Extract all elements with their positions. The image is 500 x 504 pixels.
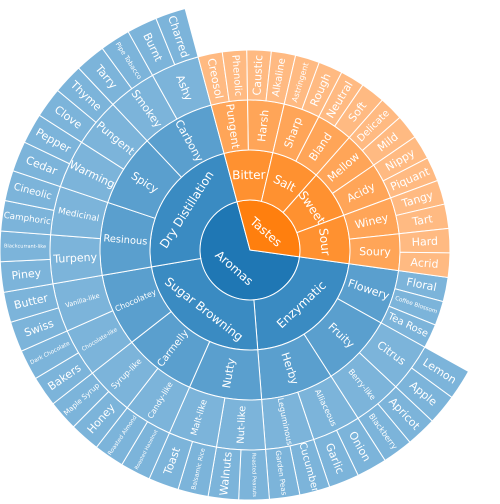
sunburst-segment-roasted-peanuts[interactable] [238, 448, 270, 501]
sunburst-segment-soury[interactable] [348, 233, 401, 272]
sunburst-segment-acrid[interactable] [398, 251, 451, 279]
sunburst-segment-blackcurrant-like[interactable] [0, 230, 52, 263]
sunburst-segment-turpeny[interactable] [49, 234, 103, 285]
